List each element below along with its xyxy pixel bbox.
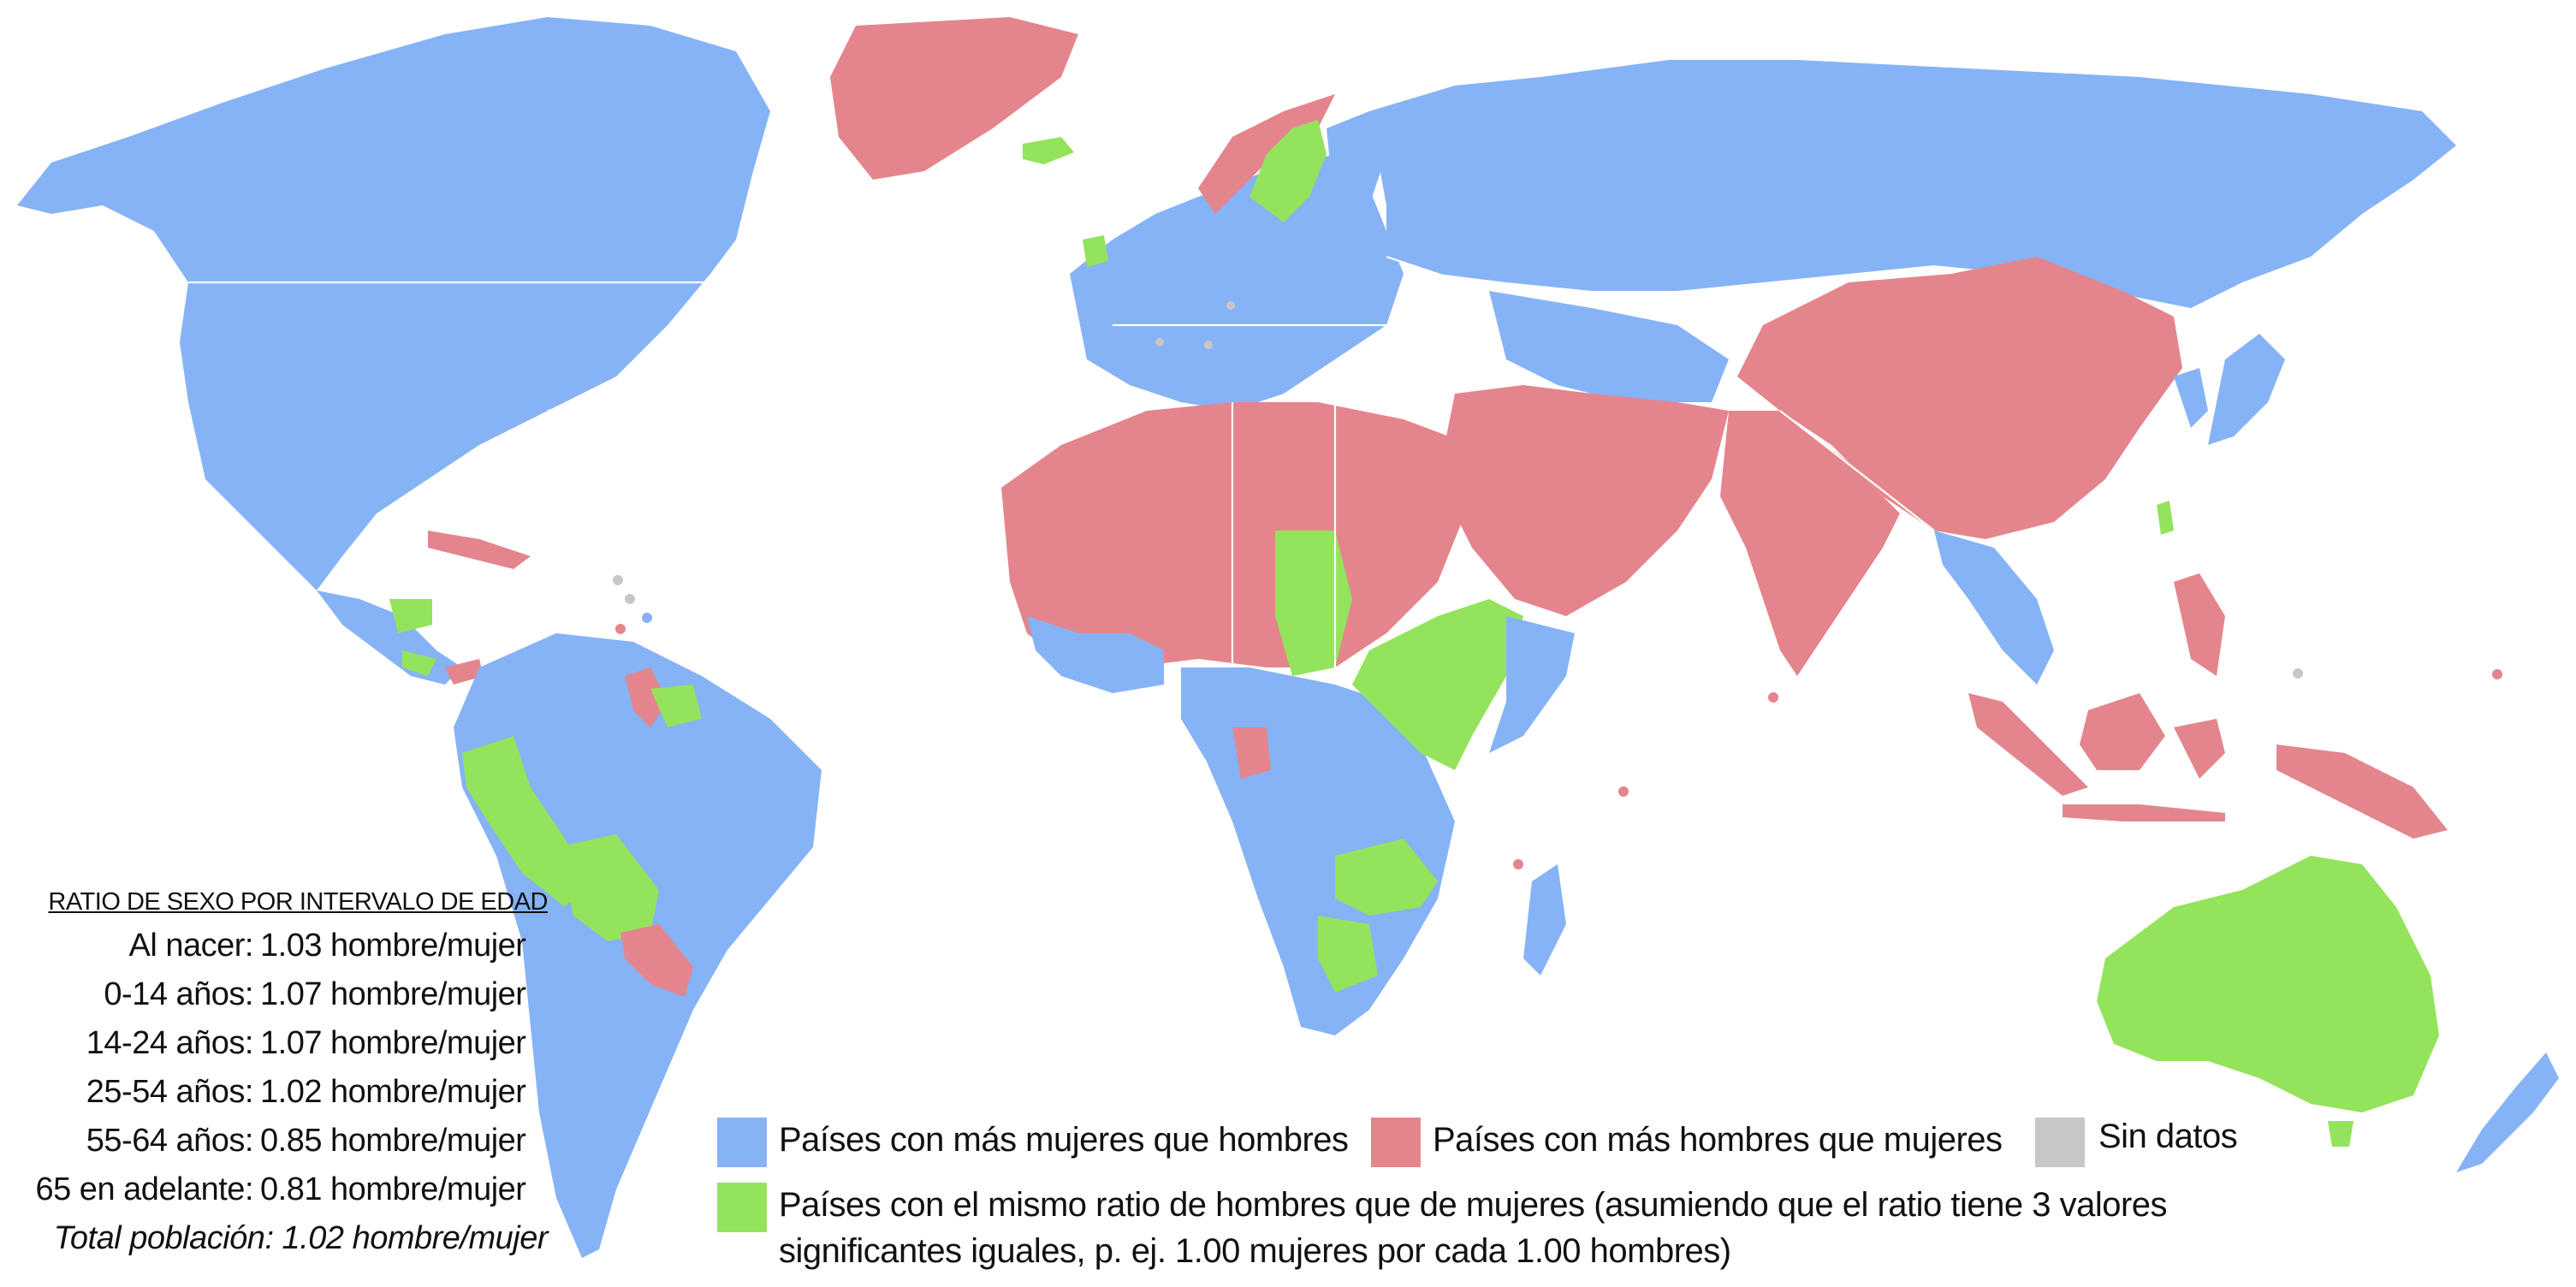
- region-chad-green: [1275, 531, 1352, 676]
- legend-swatch-more-women: [717, 1118, 767, 1167]
- region-japan: [2208, 334, 2285, 445]
- region-java: [2063, 804, 2225, 821]
- legend-swatch-no-data: [2035, 1118, 2085, 1167]
- stats-row-value: 0.81 hombre/mujer: [260, 1171, 526, 1207]
- region-ireland: [1083, 235, 1108, 267]
- stats-row: 0-14 años: 1.07 hombre/mujer: [0, 970, 548, 1019]
- island-dot: [642, 613, 652, 623]
- region-paraguay-red: [620, 924, 693, 997]
- stats-row-value: 1.03 hombre/mujer: [260, 928, 526, 964]
- island-dot: [625, 594, 635, 604]
- stats-row-value: 1.07 hombre/mujer: [260, 976, 526, 1012]
- stats-row-label: 25-54 años:: [86, 1074, 254, 1110]
- island-dot: [615, 624, 626, 634]
- region-costa-rica-red: [445, 659, 484, 685]
- stats-row-label: 55-64 años:: [86, 1123, 254, 1159]
- region-tasmania: [2328, 1121, 2353, 1147]
- region-north-africa: [1001, 402, 1472, 667]
- island-dot: [1226, 301, 1235, 310]
- region-bolivia-green: [556, 834, 659, 941]
- stats-row: 14-24 años: 1.07 hombre/mujer: [0, 1019, 548, 1068]
- stats-row-label: 0-14 años:: [104, 976, 253, 1012]
- legend-label-more-women: Países con más mujeres que hombres: [779, 1121, 1349, 1159]
- stats-panel: RATIO DE SEXO POR INTERVALO DE EDAD Al n…: [0, 888, 548, 1263]
- stats-row: Al nacer: 1.03 hombre/mujer: [0, 922, 548, 970]
- island-dot: [2492, 669, 2502, 679]
- region-zambia-green: [1335, 839, 1438, 916]
- region-china: [1737, 257, 2182, 539]
- stats-total: Total población: 1.02 hombre/mujer: [0, 1214, 549, 1263]
- region-guatemala-green: [389, 599, 432, 633]
- island-dot: [2293, 668, 2303, 679]
- stats-row-label: Al nacer:: [128, 928, 254, 964]
- region-gabon-red: [1232, 727, 1271, 779]
- region-southeast-asia: [1934, 531, 2054, 685]
- legend-swatch-equal: [717, 1183, 767, 1232]
- legend-label-more-men: Países con más hombres que mujeres: [1433, 1121, 2003, 1159]
- stats-row-value: 1.02 hombre/mujer: [260, 1074, 526, 1110]
- stats-total-text: Total población: 1.02 hombre/mujer: [53, 1220, 549, 1256]
- region-west-africa-blue: [1027, 616, 1164, 693]
- region-new-zealand: [2456, 1053, 2559, 1172]
- island-dot: [1513, 859, 1523, 869]
- legend-label-no-data: Sin datos: [2098, 1118, 2238, 1155]
- region-east-africa-green: [1352, 599, 1523, 770]
- region-borneo: [2080, 693, 2165, 770]
- region-sumatra: [1968, 693, 2088, 796]
- region-europe: [1070, 154, 1404, 411]
- stats-row-label: 65 en adelante:: [35, 1171, 253, 1207]
- region-north-america: [17, 17, 770, 590]
- region-central-asia: [1489, 291, 1729, 402]
- region-cuba: [428, 531, 531, 569]
- island-dot: [1155, 338, 1164, 347]
- region-madagascar: [1523, 864, 1566, 976]
- region-middle-east: [1438, 385, 1729, 616]
- region-botswana-green: [1318, 916, 1378, 993]
- region-korea: [2174, 368, 2208, 428]
- region-venezuela-red: [625, 667, 668, 727]
- region-iceland: [1023, 137, 1074, 164]
- region-sweden: [1249, 120, 1327, 222]
- region-russia: [1369, 60, 2456, 308]
- stats-row-label: 14-24 años:: [86, 1025, 254, 1061]
- stats-row: 65 en adelante: 0.81 hombre/mujer: [0, 1165, 548, 1214]
- region-panama-green: [402, 650, 436, 676]
- border-lines: [188, 255, 1935, 667]
- island-dot: [1768, 692, 1778, 703]
- region-india: [1720, 411, 1900, 676]
- region-taiwan: [2157, 501, 2174, 535]
- region-sulawesi: [2174, 719, 2225, 779]
- island-dot: [613, 575, 623, 585]
- stats-heading: RATIO DE SEXO POR INTERVALO DE EDAD: [48, 888, 548, 916]
- legend-label-equal-line1: Países con el mismo ratio de hombres que…: [779, 1186, 2168, 1224]
- stats-row: 55-64 años: 0.85 hombre/mujer: [0, 1117, 548, 1165]
- region-greenland: [830, 17, 1078, 180]
- stats-row-value: 0.85 hombre/mujer: [260, 1123, 526, 1159]
- stats-row: 25-54 años: 1.02 hombre/mujer: [0, 1068, 548, 1117]
- region-finland: [1327, 111, 1386, 214]
- legend-swatch-more-men: [1371, 1118, 1421, 1167]
- stats-row-value: 1.07 hombre/mujer: [260, 1025, 526, 1061]
- region-australia: [2097, 856, 2439, 1112]
- island-dot: [1618, 786, 1629, 797]
- legend-label-equal-line2: significantes iguales, p. ej. 1.00 mujer…: [779, 1232, 1731, 1270]
- island-dot: [1206, 722, 1216, 732]
- region-new-guinea: [2276, 744, 2448, 839]
- island-dot: [1204, 341, 1213, 349]
- region-peru-green: [462, 736, 591, 907]
- region-guyana-green: [650, 685, 702, 727]
- region-somalia: [1489, 616, 1575, 753]
- region-philippines: [2174, 573, 2225, 676]
